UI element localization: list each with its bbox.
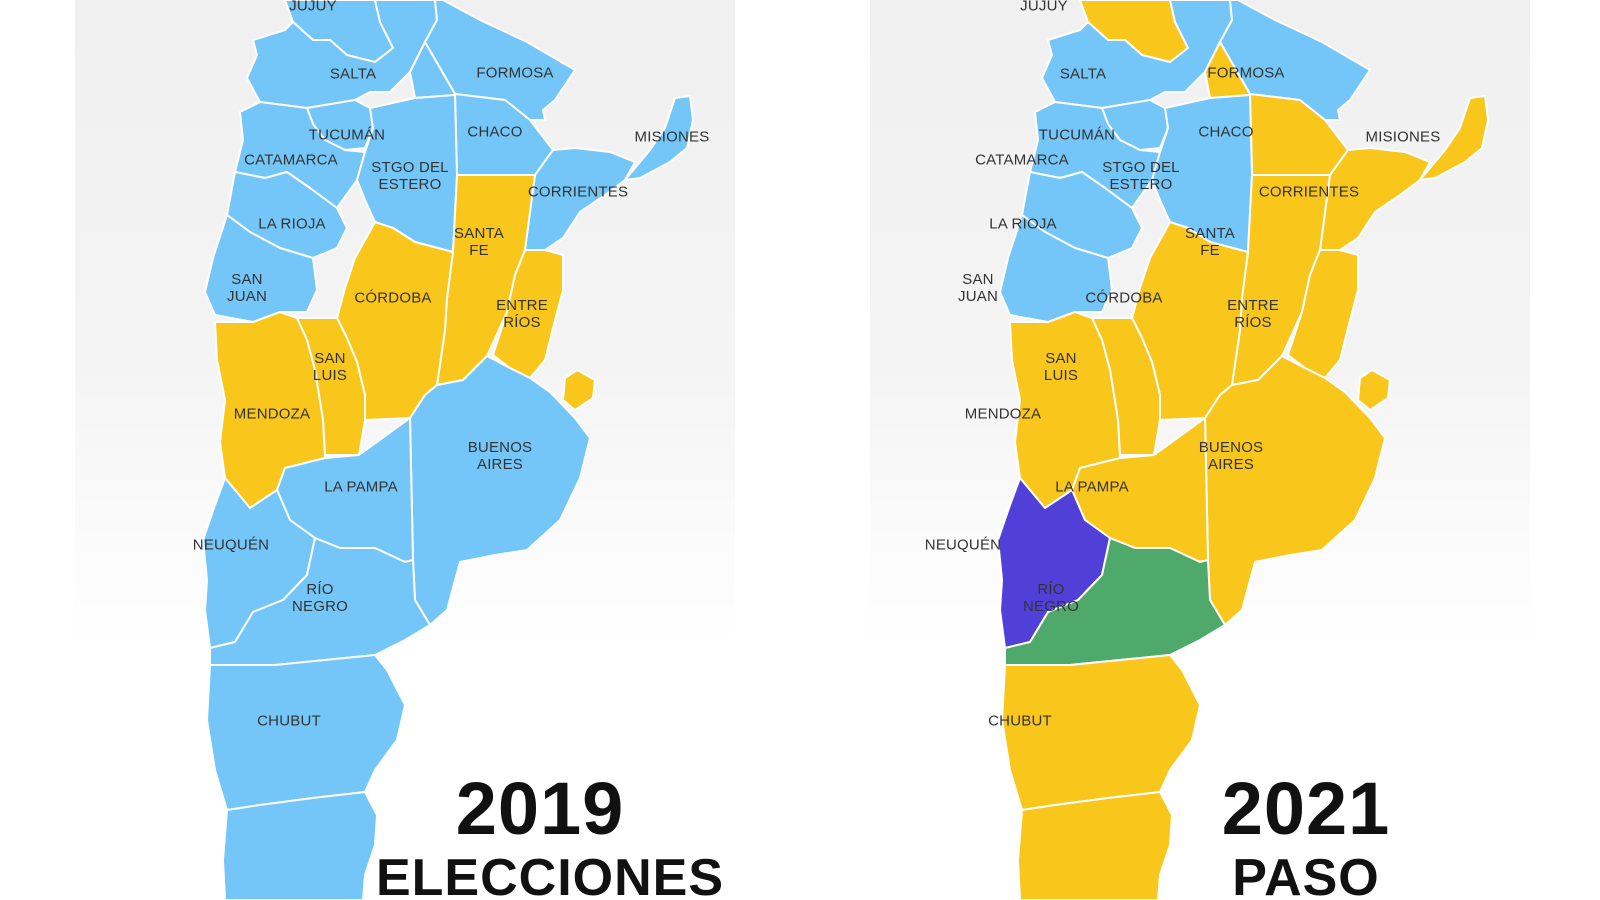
province-buenos-aires (409, 355, 591, 626)
label-san-luis: SAN LUIS (313, 350, 347, 384)
label-stgo-line1: STGO DEL (1102, 159, 1180, 176)
map-panel-2019: JUJUY SALTA FORMOSA CHACO MISIONES TUCUM… (75, 0, 735, 900)
label-entre-rios-line2: RÍOS (1234, 314, 1272, 331)
province-caba (562, 369, 596, 411)
label-buenos-aires-line2: AIRES (476, 456, 523, 473)
label-santa-fe-line1: SANTA (1185, 225, 1235, 242)
label-mendoza: MENDOZA (964, 405, 1042, 423)
label-rio-negro: RÍO NEGRO (292, 581, 348, 615)
label-rio-negro: RÍO NEGRO (1023, 581, 1079, 615)
label-entre-rios-line1: ENTRE (496, 297, 548, 314)
label-buenos-aires: BUENOS AIRES (468, 439, 533, 473)
province-buenos-aires (1204, 355, 1386, 626)
label-salta: SALTA (329, 65, 377, 83)
label-san-luis-line2: LUIS (312, 367, 348, 384)
label-stgo-del-estero: STGO DEL ESTERO (371, 159, 448, 193)
label-la-pampa: LA PAMPA (1055, 478, 1129, 496)
label-buenos-aires-line2: AIRES (1207, 456, 1254, 473)
label-buenos-aires-line1: BUENOS (467, 439, 533, 456)
label-la-rioja: LA RIOJA (258, 215, 326, 233)
label-santa-fe-line2: FE (469, 242, 489, 259)
label-corrientes: CORRIENTES (527, 183, 629, 201)
province-entre-rios (492, 249, 564, 379)
label-cordoba: CÓRDOBA (1085, 289, 1163, 307)
label-corrientes: CORRIENTES (1258, 183, 1360, 201)
province-chubut (1001, 654, 1201, 811)
map-panel-2021: JUJUY SALTA FORMOSA CHACO MISIONES TUCUM… (870, 0, 1530, 900)
province-entre-rios (1287, 249, 1359, 379)
label-chaco: CHACO (467, 123, 523, 141)
label-rio-negro-line1: RÍO (1037, 581, 1065, 598)
label-san-juan: SAN JUAN (227, 271, 267, 305)
label-rio-negro-line1: RÍO (306, 581, 334, 598)
label-buenos-aires: BUENOS AIRES (1199, 439, 1264, 473)
label-san-juan-line2: JUAN (958, 288, 998, 305)
label-san-luis-line2: LUIS (1043, 367, 1079, 384)
label-san-luis: SAN LUIS (1044, 350, 1078, 384)
province-san-juan (204, 214, 318, 323)
province-san-juan (999, 214, 1113, 323)
label-entre-rios: ENTRE RÍOS (496, 297, 548, 331)
argentina-map-2019 (202, 0, 694, 900)
label-entre-rios-line2: RÍOS (503, 314, 541, 331)
label-la-rioja: LA RIOJA (989, 215, 1057, 233)
label-san-juan-line1: SAN (231, 271, 263, 288)
province-misiones (1419, 95, 1489, 181)
label-la-pampa: LA PAMPA (324, 478, 398, 496)
map-year-2019: 2019 (455, 767, 625, 850)
label-misiones: MISIONES (1365, 128, 1441, 146)
label-formosa: FORMOSA (476, 64, 554, 82)
label-catamarca: CATAMARCA (244, 151, 338, 169)
label-santa-fe-line1: SANTA (454, 225, 504, 242)
province-caba (1357, 369, 1391, 411)
label-rio-negro-line2: NEGRO (1022, 598, 1080, 615)
label-entre-rios: ENTRE RÍOS (1227, 297, 1279, 331)
label-tucuman: TUCUMÁN (1038, 126, 1116, 144)
label-chubut: CHUBUT (257, 712, 321, 730)
label-mendoza: MENDOZA (233, 405, 311, 423)
label-chubut: CHUBUT (988, 712, 1052, 730)
label-stgo-line1: STGO DEL (371, 159, 449, 176)
label-stgo-del-estero: STGO DEL ESTERO (1102, 159, 1179, 193)
label-neuquen: NEUQUÉN (192, 536, 270, 554)
label-rio-negro-line2: NEGRO (291, 598, 349, 615)
label-jujuy: JUJUY (1020, 0, 1068, 15)
label-santa-fe: SANTA FE (1185, 225, 1235, 259)
label-tucuman: TUCUMÁN (308, 126, 386, 144)
label-entre-rios-line1: ENTRE (1227, 297, 1279, 314)
label-catamarca: CATAMARCA (975, 151, 1069, 169)
label-san-juan-line2: JUAN (227, 288, 267, 305)
label-san-juan-line1: SAN (962, 271, 994, 288)
label-san-juan: SAN JUAN (958, 271, 998, 305)
argentina-map-2021 (997, 0, 1489, 900)
label-stgo-line2: ESTERO (378, 176, 442, 193)
label-formosa: FORMOSA (1207, 64, 1285, 82)
label-santa-fe: SANTA FE (454, 225, 504, 259)
label-san-luis-line1: SAN (1045, 350, 1077, 367)
map-subtitle-2021: PASO (1232, 849, 1380, 900)
label-san-luis-line1: SAN (314, 350, 346, 367)
label-misiones: MISIONES (634, 128, 710, 146)
label-jujuy: JUJUY (289, 0, 337, 15)
label-neuquen: NEUQUÉN (924, 536, 1002, 554)
map-subtitle-2019: ELECCIONES (375, 849, 725, 900)
label-santa-fe-line2: FE (1200, 242, 1220, 259)
label-cordoba: CÓRDOBA (354, 289, 432, 307)
province-chubut (206, 654, 406, 811)
label-stgo-line2: ESTERO (1109, 176, 1173, 193)
province-santa-cruz (222, 791, 378, 900)
map-year-2021: 2021 (1221, 767, 1391, 850)
province-misiones (624, 95, 694, 181)
label-buenos-aires-line1: BUENOS (1198, 439, 1264, 456)
province-santa-cruz (1017, 791, 1173, 900)
label-salta: SALTA (1059, 65, 1107, 83)
label-chaco: CHACO (1198, 123, 1254, 141)
